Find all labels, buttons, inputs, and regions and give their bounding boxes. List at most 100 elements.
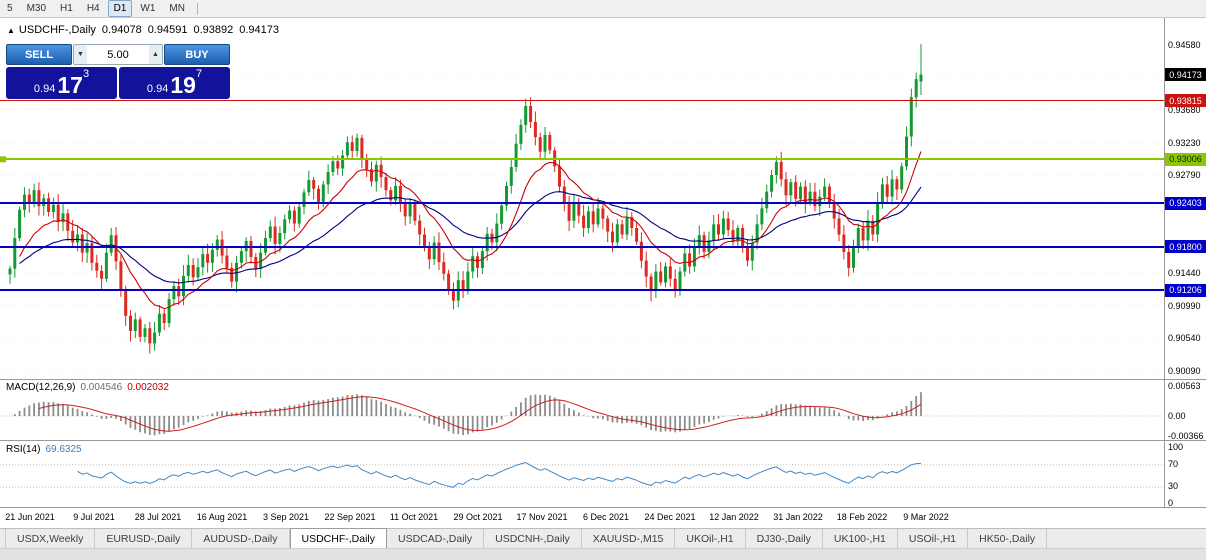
macd-value-main: 0.004546 [80,382,123,393]
collapse-panel-icon[interactable]: ▲ [7,26,15,35]
ohlc-low: 0.93892 [193,24,234,36]
sell-button[interactable]: SELL [6,44,72,65]
sell-price-sup: 3 [82,68,90,80]
price-axis-label: 0.90090 [1168,366,1201,376]
date-axis-label: 9 Jul 2021 [73,512,115,522]
date-axis-label: 28 Jul 2021 [134,512,182,522]
separator-price-macd[interactable] [0,379,1206,380]
chart-tab-usdcad-daily[interactable]: USDCAD-,Daily [387,529,485,548]
date-axis-label: 6 Dec 2021 [582,512,630,522]
volume-increase-icon[interactable]: ▲ [149,45,162,64]
chart-tab-dj30-daily[interactable]: DJ30-,Daily [746,529,823,548]
price-badge-0.91800: 0.91800 [1165,240,1206,254]
date-axis-label: 21 Jun 2021 [5,512,55,522]
macd-name: MACD(12,26,9) [6,382,76,393]
sell-price-prefix: 0.94 [33,83,56,95]
timeframe-button-w1[interactable]: W1 [140,3,156,14]
price-axis-label: 0.93230 [1168,138,1201,148]
rsi-panel-svg[interactable] [0,441,1164,507]
price-badge-0.93815: 0.93815 [1165,94,1206,107]
separator-macd-rsi[interactable] [0,440,1206,441]
macd-axis-label: 0.00 [1168,411,1186,421]
rsi-axis-label: 30 [1168,481,1179,491]
sell-price-big: 17 [57,72,83,98]
date-axis-label: 22 Sep 2021 [324,512,376,522]
chart-tab-eurusd-daily[interactable]: EURUSD-,Daily [95,529,193,548]
volume-input[interactable]: ▼ 5.00 ▲ [73,44,163,65]
chart-symbol-label: USDCHF-,Daily [18,24,96,36]
timeframe-button-5[interactable]: 5 [7,3,13,14]
rsi-axis-label: 70 [1168,459,1179,469]
buy-price-big: 19 [170,72,196,98]
macd-axis-label: -0.00366 [1168,431,1204,441]
chart-tab-audusd-daily[interactable]: AUDUSD-,Daily [192,529,290,548]
date-axis-label: 12 Jan 2022 [709,512,759,522]
price-axis-label: 0.90540 [1168,333,1201,344]
macd-label: MACD(12,26,9) 0.004546 0.002032 [6,382,169,393]
date-axis: 21 Jun 2021 9 Jul 2021 28 Jul 2021 16 Aug 2… [0,508,1206,528]
date-axis-label: 29 Oct 2021 [453,512,503,522]
chart-tab-hk50-daily[interactable]: HK50-,Daily [968,529,1048,548]
ohlc-close: 0.94173 [239,24,279,36]
rsi-axis-label: 100 [1168,442,1184,452]
price-axis-label: 0.93680 [1168,105,1201,116]
price-badge-0.92403: 0.92403 [1165,196,1206,210]
macd-value-signal: 0.002032 [127,382,169,393]
timeframe-button-mn[interactable]: MN [169,3,185,14]
chart-tab-usdchf-daily[interactable]: USDCHF-,Daily [289,528,388,548]
rsi-value: 69.6325 [45,444,82,455]
rsi-label: RSI(14) 69.6325 [6,444,82,455]
date-axis-label: 18 Feb 2022 [836,512,888,522]
window-bottom-strip [0,548,1206,560]
chart-title: ▲ USDCHF-,Daily 0.94078 0.94591 0.93892 0.941… [7,24,285,36]
price-axis-label: 0.90990 [1168,300,1201,311]
horizontal-level-line-0.93815[interactable] [0,99,1206,102]
price-axis-label: 0.94580 [1168,40,1201,50]
timeframe-button-h4[interactable]: H4 [86,3,100,14]
sell-price-display[interactable]: 0.94 17 3 [6,67,117,99]
date-axis-label: 16 Aug 2021 [196,512,248,522]
horizontal-level-line-0.918[interactable] [0,246,1206,248]
timeframe-button-h1[interactable]: H1 [60,3,73,14]
timeframe-button-d1[interactable]: D1 [107,0,133,17]
price-axis-label: 0.91440 [1168,268,1201,278]
horizontal-level-line-0.91206[interactable] [0,289,1206,291]
price-badge-0.93006: 0.93006 [1165,152,1206,166]
ohlc-high: 0.94591 [147,24,188,36]
buy-price-prefix: 0.94 [146,83,169,95]
chart-tab-bar: USDX,Weekly EURUSD-,Daily AUDUSD-,Daily USD… [0,528,1206,548]
timeframe-toolbar: 5 M30 H1 H4 D1 W1 MN [0,0,1206,18]
price-axis-label: 0.92790 [1168,170,1201,180]
chart-tab-usoil-h1[interactable]: USOil-,H1 [898,529,969,548]
date-axis-label: 3 Sep 2021 [262,512,310,522]
horizontal-level-line-0.92403[interactable] [0,202,1206,204]
rsi-axis-label: 0 [1168,498,1174,508]
chart-tab-uk100-h1[interactable]: UK100-,H1 [823,529,898,548]
price-chart-svg[interactable] [0,18,1164,379]
volume-decrease-icon[interactable]: ▼ [74,45,87,64]
horizontal-level-line-0.93006[interactable] [0,158,1206,161]
chart-tab-usdx-weekly[interactable]: USDX,Weekly [5,529,96,548]
chart-tab-usdcnh-daily[interactable]: USDCNH-,Daily [484,529,582,548]
price-badge-0.91206: 0.91206 [1165,283,1206,297]
macd-panel-svg[interactable] [0,380,1164,440]
chart-tab-ukoil-h1[interactable]: UKOil-,H1 [675,529,746,548]
separator-rsi-dates [0,507,1206,508]
rsi-name: RSI(14) [6,444,41,455]
date-axis-label: 31 Jan 2022 [773,512,823,522]
date-axis-label: 17 Nov 2021 [516,512,568,522]
one-click-trading-panel: SELL ▼ 5.00 ▲ BUY 0.94 17 3 0.94 19 7 [6,44,230,99]
price-axis-separator [1164,18,1165,508]
price-badge-0.94173: 0.94173 [1165,68,1206,82]
chart-tab-xauusd-m15[interactable]: XAUUSD-,M15 [582,529,676,548]
buy-price-sup: 7 [195,68,203,80]
ohlc-open: 0.94078 [101,24,142,36]
volume-value[interactable]: 5.00 [107,48,129,61]
macd-axis-label: 0.00563 [1168,381,1201,391]
date-axis-label: 9 Mar 2022 [903,512,949,522]
timeframe-button-m30[interactable]: M30 [26,3,47,14]
buy-price-display[interactable]: 0.94 19 7 [119,67,230,99]
date-axis-label: 11 Oct 2021 [389,512,439,522]
date-axis-label: 24 Dec 2021 [644,512,696,522]
buy-button[interactable]: BUY [164,44,230,65]
